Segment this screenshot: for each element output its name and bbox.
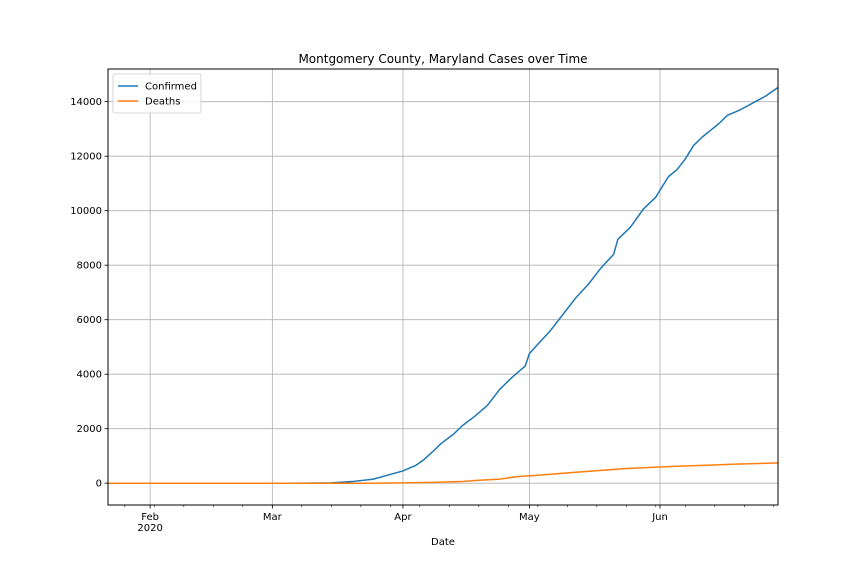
chart-title: Montgomery County, Maryland Cases over T… [298, 52, 587, 66]
legend-box [112, 73, 202, 114]
legend-label-confirmed: Confirmed [145, 82, 197, 93]
series-layer [108, 86, 779, 484]
y-tick-label: 2000 [77, 424, 102, 435]
y-tick-label: 8000 [77, 261, 102, 272]
x-tick-label: May [519, 512, 540, 523]
x-tick-label: Jun [651, 512, 668, 523]
x-tick-label: Feb [141, 512, 159, 523]
y-tick-label: 10000 [70, 206, 102, 217]
x-axis-label: Date [431, 537, 455, 548]
x-tick-label: Mar [263, 512, 283, 523]
grid [108, 69, 778, 505]
x-tick-sublabel: 2020 [137, 523, 162, 534]
y-tick-label: 4000 [77, 370, 102, 381]
series-line-confirmed [108, 86, 779, 484]
plot-frame [107, 68, 779, 506]
y-tick-label: 6000 [77, 315, 102, 326]
series-line-deaths [108, 462, 779, 484]
y-tick-label: 0 [96, 479, 102, 490]
y-tick-label: 12000 [70, 152, 102, 163]
y-tick-label: 14000 [70, 97, 102, 108]
x-tick-label: Apr [394, 512, 412, 523]
legend-label-deaths: Deaths [145, 97, 180, 108]
legend: Confirmed Deaths [112, 73, 202, 114]
